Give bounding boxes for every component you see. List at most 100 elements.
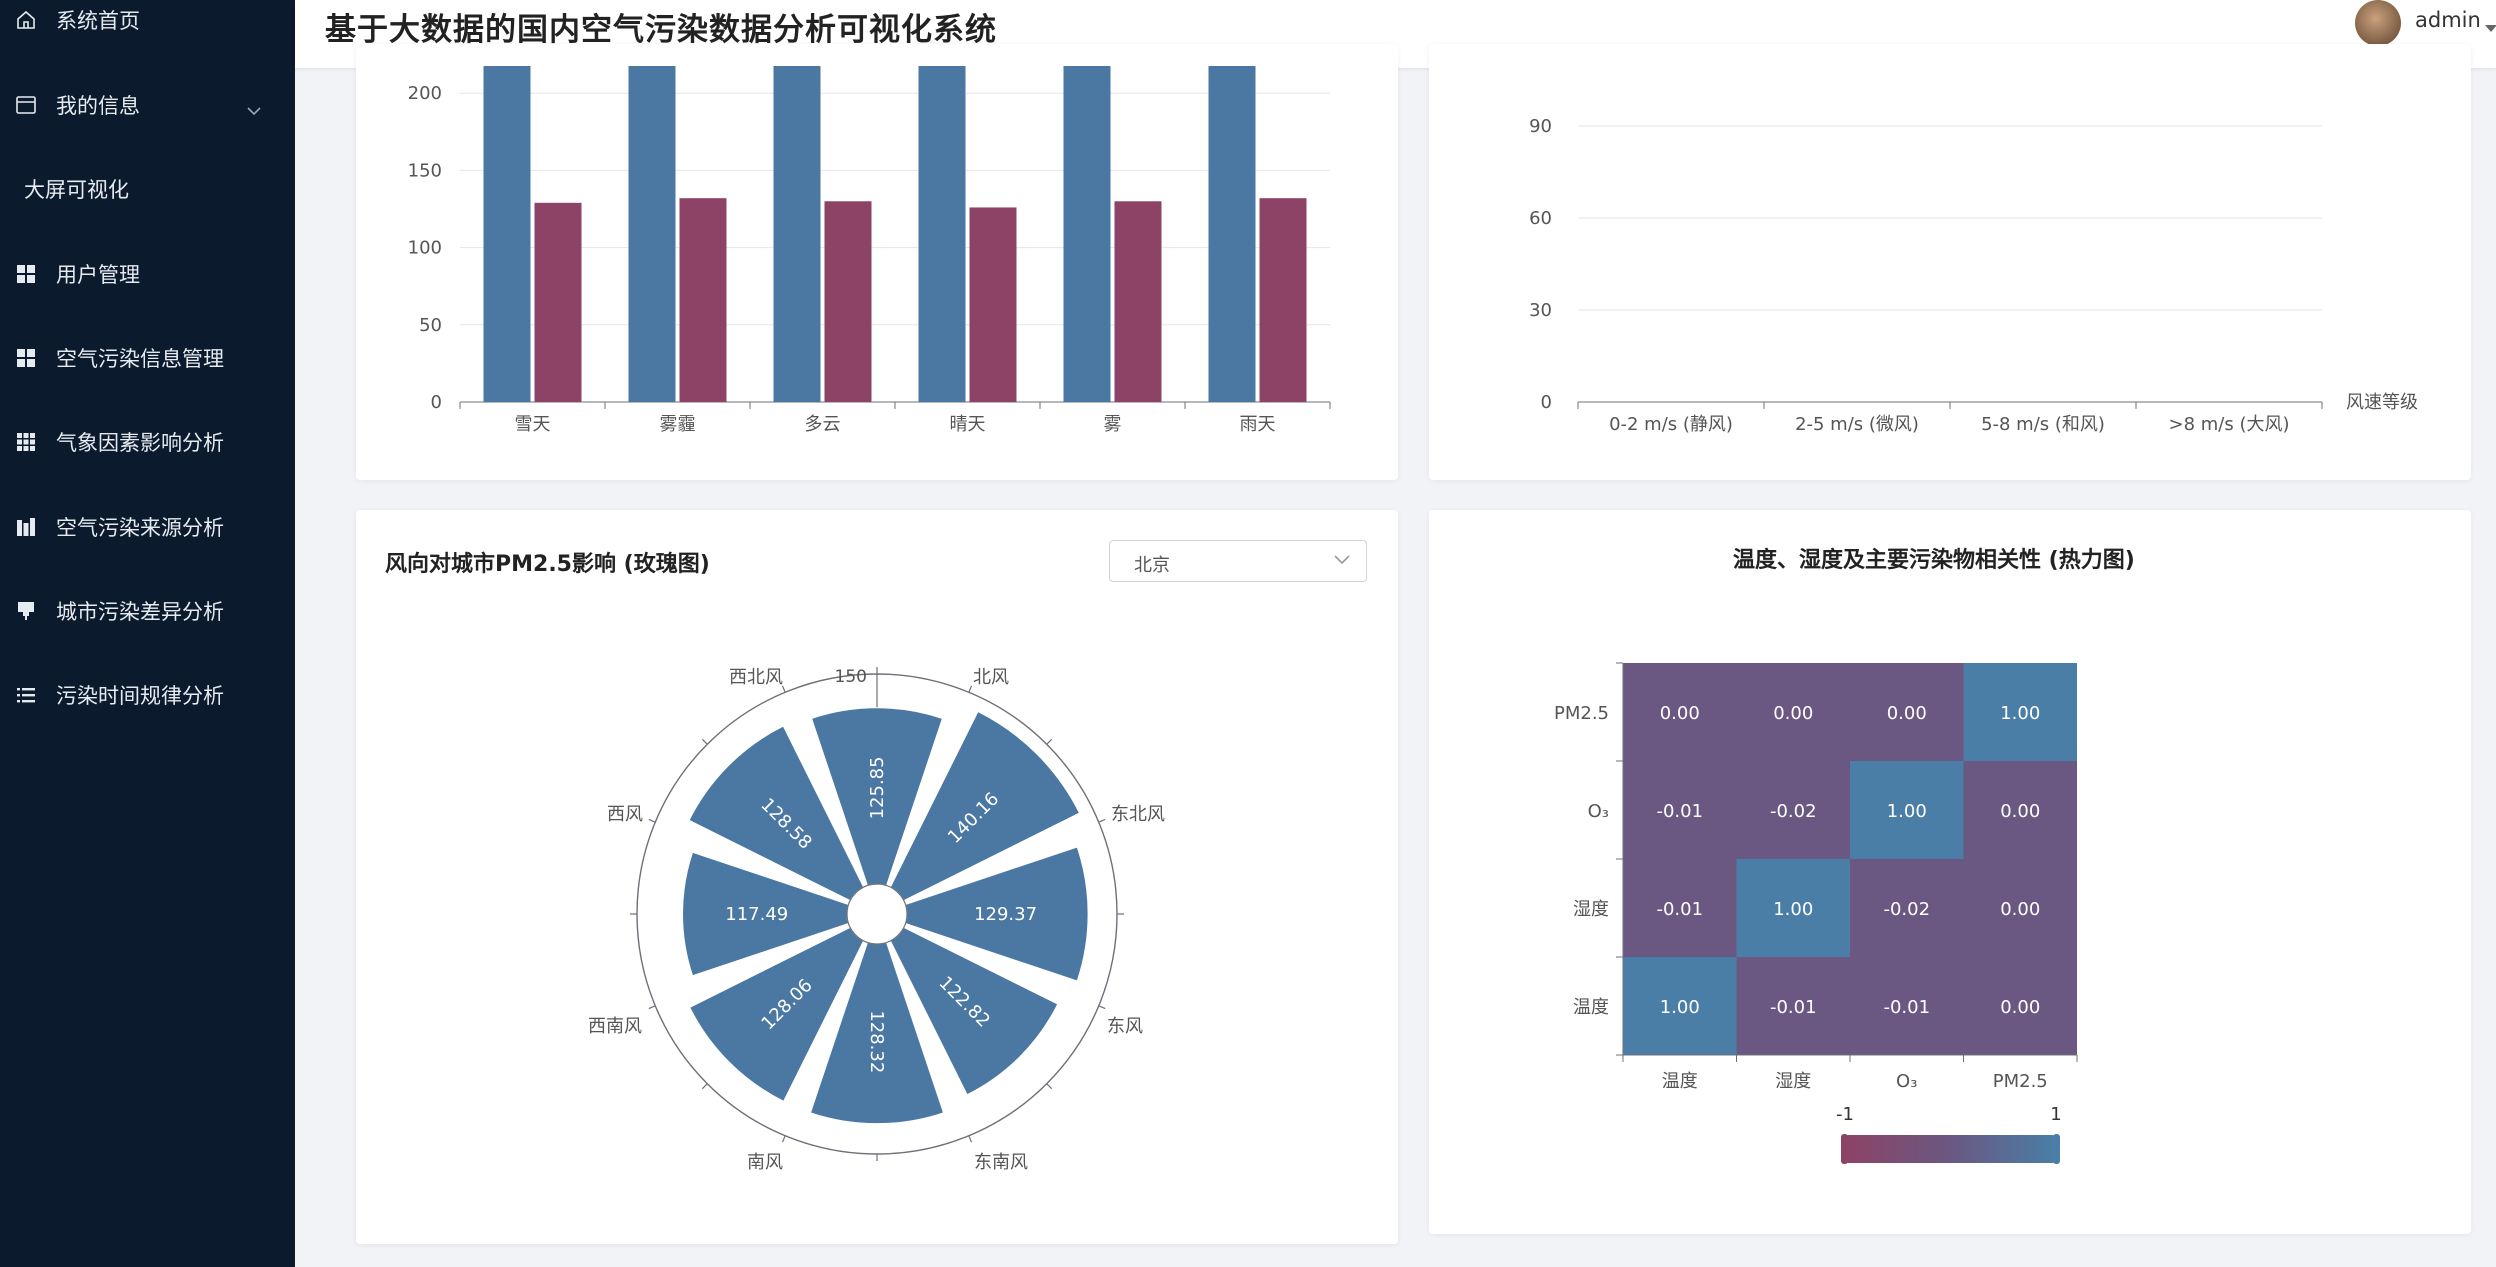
y-tick-label: O₃ [1588, 801, 1609, 822]
angle-tick [781, 685, 786, 693]
bar [969, 207, 1017, 402]
sidebar-item-city-analysis[interactable]: 城市污染差异分析 [0, 569, 295, 653]
sidebar-item-big-screen[interactable]: 大屏可视化 [0, 147, 295, 231]
direction-label: 西南风 [588, 1016, 642, 1037]
wind-speed-chart: 0 30 60 90 0-2 m/s (静风) 2-5 m/s (微风) 5-8 m/s (… [1529, 116, 2418, 435]
sidebar-item-label: 我的信息 [56, 94, 140, 118]
heatmap-cell-label: -0.02 [1883, 899, 1930, 920]
sidebar-item-users[interactable]: 用户管理 [0, 232, 295, 316]
sidebar-item-label: 空气污染信息管理 [56, 347, 224, 371]
wind-rose-card: 风向对城市PM2.5影响 (玫瑰图) 北京 150 125.85 140.16 129… [356, 510, 1398, 1244]
heatmap-cell-label: 1.00 [2000, 703, 2040, 724]
visual-map-bar [1845, 1135, 2055, 1163]
heatmap-cell [1850, 957, 1964, 1055]
avatar[interactable] [2355, 0, 2401, 46]
correlation-heatmap: 1.00 -0.01 -0.01 0.00 -0.01 1.00 -0.02 0.00 -0.0… [1554, 662, 2078, 1164]
bar [483, 66, 531, 402]
x-tick-label: 2-5 m/s (微风) [1795, 414, 1919, 435]
angle-tick [701, 1083, 708, 1090]
y-tick-label: 200 [408, 83, 442, 104]
heatmap-cell-label: -0.01 [1656, 801, 1703, 822]
angle-tick [781, 1135, 786, 1143]
heatmap-cell [1736, 761, 1850, 859]
chevron-down-icon [1334, 555, 1350, 565]
direction-label: 南风 [747, 1152, 783, 1173]
x-tick-label: 0-2 m/s (静风) [1609, 414, 1733, 435]
x-tick-label: 5-8 m/s (和风) [1981, 414, 2105, 435]
heatmap-cell [1963, 957, 2077, 1055]
y-tick-label: 50 [419, 315, 442, 336]
bar [773, 66, 821, 402]
bar [628, 66, 676, 402]
chevron-down-icon [247, 97, 261, 121]
bar [1063, 66, 1111, 402]
heatmap-cell [1623, 859, 1737, 957]
visual-map-max-label: 1 [2050, 1104, 2061, 1125]
apps-icon [14, 430, 38, 454]
y-tick-label: 150 [408, 160, 442, 181]
heatmap-cell-label: 0.00 [1773, 703, 1813, 724]
angle-tick [1046, 738, 1053, 745]
pin-icon [14, 599, 38, 623]
rose-value-label: 125.85 [867, 756, 888, 819]
direction-label: 西风 [607, 804, 643, 825]
direction-label: 北风 [973, 667, 1009, 688]
bar [918, 66, 966, 402]
heatmap-cell-label: 1.00 [1887, 801, 1927, 822]
sidebar-item-label: 空气污染来源分析 [56, 516, 224, 540]
wind-speed-card: 0 30 60 90 0-2 m/s (静风) 2-5 m/s (微风) 5-8 m/s (… [1429, 44, 2471, 480]
x-tick-label: 多云 [805, 414, 841, 435]
heatmap-cell [1963, 859, 2077, 957]
y-tick-label: 100 [408, 238, 442, 259]
bar [679, 198, 727, 402]
heatmap-cell [1736, 957, 1850, 1055]
x-tick-label: PM2.5 [1993, 1071, 2048, 1092]
sidebar-item-time-analysis[interactable]: 污染时间规律分析 [0, 653, 295, 737]
grid-icon [14, 262, 38, 286]
heatmap-cell [1623, 663, 1737, 761]
y-tick-label: 90 [1529, 116, 1552, 137]
sidebar-item-home[interactable]: 系统首页 [0, 0, 295, 62]
info-icon [14, 93, 38, 117]
x-tick-label: 温度 [1662, 1071, 1698, 1092]
card-title: 温度、湿度及主要污染物相关性 (热力图) [1733, 548, 2135, 573]
heatmap-card: 温度、湿度及主要污染物相关性 (热力图) 1.00 -0.01 -0.01 0.00 -… [1429, 510, 2471, 1234]
x-tick-label: 湿度 [1775, 1071, 1811, 1092]
sidebar: 系统首页 我的信息 大屏可视化 用户管理 空气污染信息管理 [0, 0, 295, 1267]
heatmap-cell-label: -0.01 [1770, 997, 1817, 1018]
user-name[interactable]: admin [2415, 8, 2481, 32]
sidebar-item-pollution-info[interactable]: 空气污染信息管理 [0, 316, 295, 400]
y-tick-label: 湿度 [1573, 899, 1609, 920]
visual-map-min-label: -1 [1836, 1104, 1854, 1125]
x-tick-label: 雪天 [515, 414, 551, 435]
sidebar-item-label: 系统首页 [56, 9, 140, 33]
heatmap-cell [1850, 761, 1964, 859]
heatmap-cell [1623, 761, 1737, 859]
x-tick-label: 晴天 [950, 414, 986, 435]
heatmap-cell-label: -0.01 [1656, 899, 1703, 920]
heatmap-cell [1850, 663, 1964, 761]
sidebar-item-weather-analysis[interactable]: 气象因素影响分析 [0, 400, 295, 484]
direction-label: 东北风 [1111, 804, 1165, 825]
rose-value-label: 129.37 [974, 904, 1037, 925]
sidebar-item-my-info[interactable]: 我的信息 [0, 63, 295, 147]
visual-map-handle [1841, 1134, 1848, 1164]
sidebar-item-source-analysis[interactable]: 空气污染来源分析 [0, 485, 295, 569]
grid-icon [14, 346, 38, 370]
heatmap-cell-label: -0.02 [1770, 801, 1817, 822]
rose-value-label: 128.32 [866, 1010, 887, 1073]
bar [1259, 198, 1307, 402]
weather-bar-chart: 0 50 100 150 200 雪天 雾霾 多云 晴天 雾 雨天 [408, 66, 1331, 435]
sidebar-item-label: 气象因素影响分析 [56, 431, 224, 455]
heatmap-cell-label: 1.00 [1660, 997, 1700, 1018]
heatmap-cell-label: 0.00 [1660, 703, 1700, 724]
caret-down-icon[interactable] [2485, 18, 2496, 37]
heatmap-cell [1736, 663, 1850, 761]
radius-axis-label: 150 [835, 667, 867, 687]
y-tick-label: 温度 [1573, 997, 1609, 1018]
direction-label: 东南风 [974, 1152, 1028, 1173]
angle-tick [1098, 1005, 1106, 1010]
city-select[interactable]: 北京 [1109, 540, 1367, 582]
heatmap-cell [1963, 761, 2077, 859]
